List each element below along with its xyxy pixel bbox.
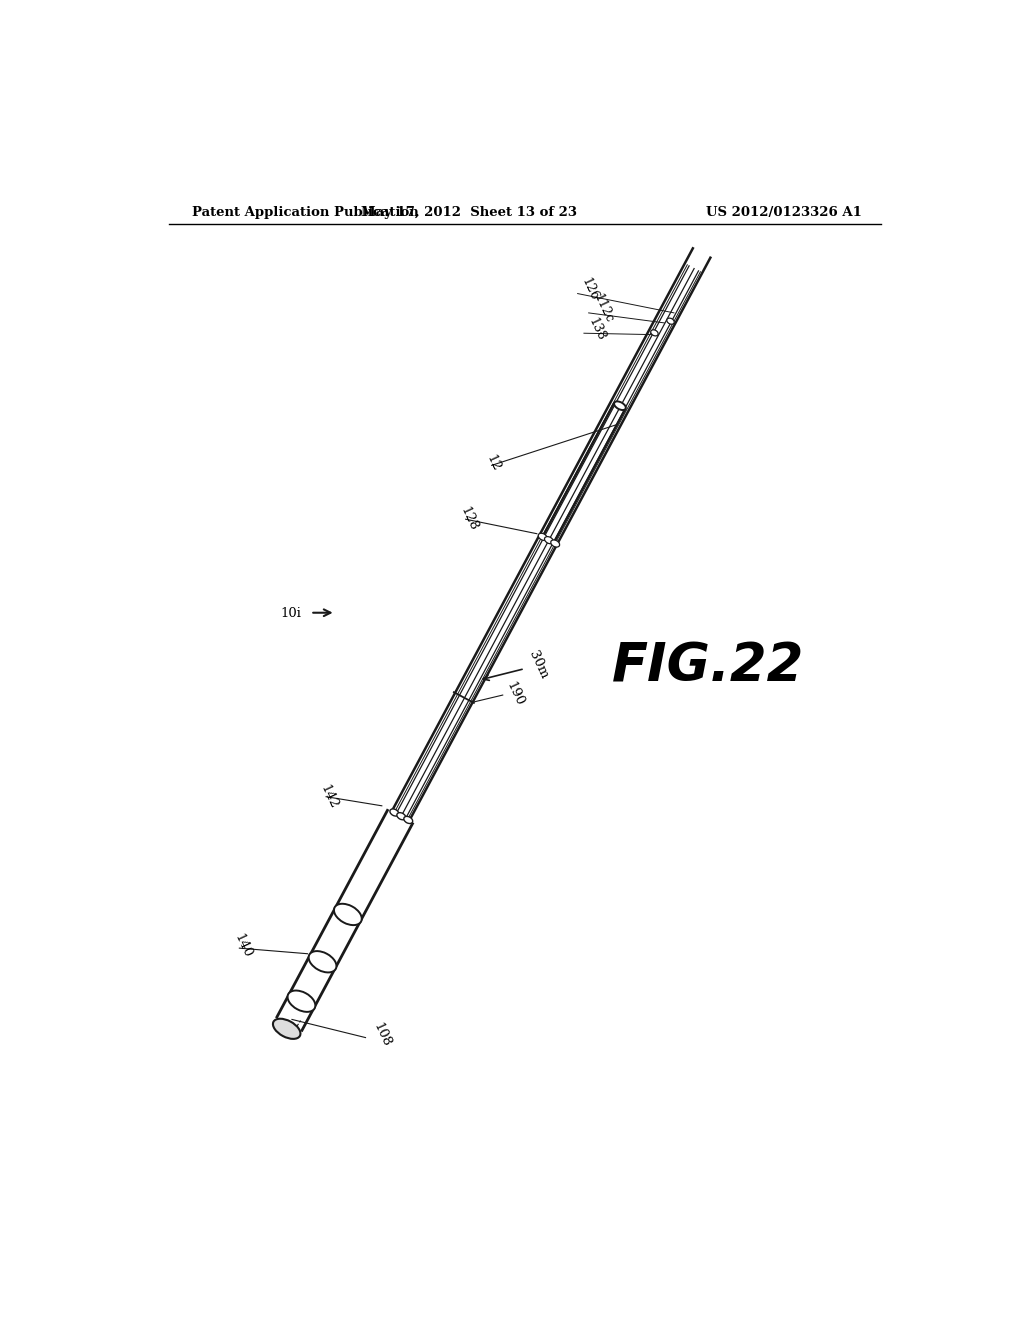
Ellipse shape: [667, 318, 674, 325]
Ellipse shape: [390, 809, 398, 816]
Ellipse shape: [308, 952, 337, 973]
Ellipse shape: [650, 330, 658, 335]
Text: FIG.22: FIG.22: [612, 640, 804, 693]
Text: May 17, 2012  Sheet 13 of 23: May 17, 2012 Sheet 13 of 23: [361, 206, 578, 219]
Ellipse shape: [334, 904, 361, 925]
Text: US 2012/0123326 A1: US 2012/0123326 A1: [707, 206, 862, 219]
Text: 138: 138: [586, 315, 607, 343]
Text: Patent Application Publication: Patent Application Publication: [193, 206, 419, 219]
Text: 30m: 30m: [526, 648, 551, 681]
Text: 190: 190: [504, 680, 526, 709]
Text: 10i: 10i: [281, 607, 301, 620]
Ellipse shape: [551, 540, 560, 546]
Ellipse shape: [403, 816, 413, 824]
Text: 112c: 112c: [590, 292, 615, 326]
Ellipse shape: [397, 813, 406, 820]
Text: 126: 126: [580, 276, 601, 304]
Text: 140: 140: [231, 932, 254, 960]
Ellipse shape: [545, 537, 553, 544]
Ellipse shape: [539, 533, 547, 540]
Ellipse shape: [614, 401, 626, 411]
Text: 12: 12: [483, 453, 503, 474]
Text: 128: 128: [458, 506, 480, 533]
Ellipse shape: [273, 1019, 300, 1039]
Text: 142: 142: [318, 783, 341, 810]
Text: 108: 108: [371, 1020, 393, 1048]
Ellipse shape: [288, 990, 315, 1012]
